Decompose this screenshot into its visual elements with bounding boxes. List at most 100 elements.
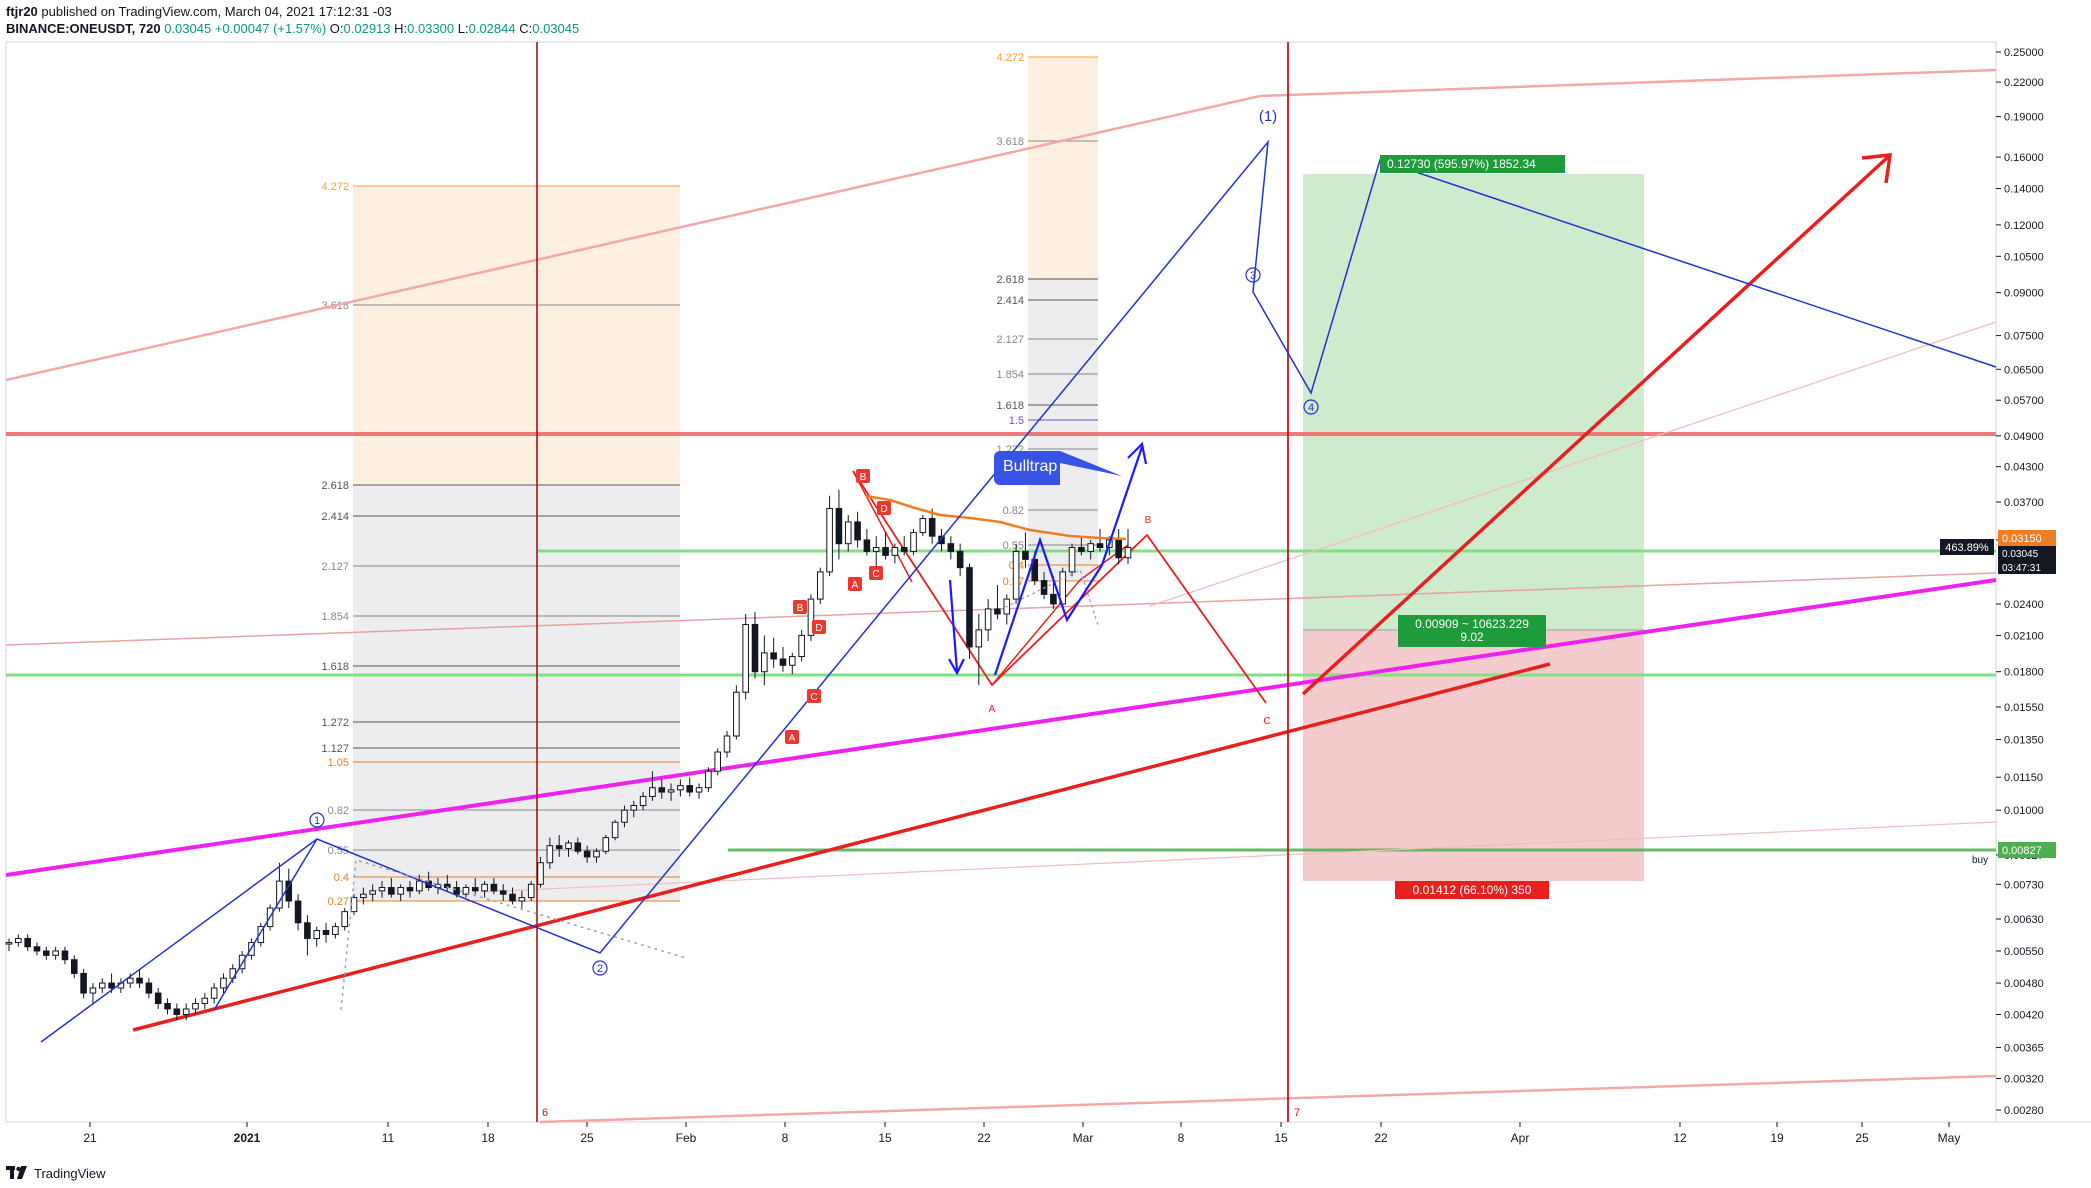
red-abc-path[interactable] <box>852 470 1267 704</box>
red-projection-arrow[interactable] <box>1301 155 1890 696</box>
percent-tag-text: 463.89% <box>1945 542 1989 554</box>
price-chart[interactable]: 4.272 3.618 2.618 2.414 2.127 1.854 1.618 1.272… <box>0 0 2091 1160</box>
bulltrap-callout[interactable]: Bulltrap <box>994 451 1122 485</box>
candle <box>733 691 740 737</box>
candle <box>546 845 554 864</box>
blue-bullish-zigzag[interactable] <box>993 446 1144 676</box>
stop-label-box[interactable]: 0.01412 (66.10%) 350 <box>1395 881 1549 899</box>
fib-level-label: 0.82 <box>1003 505 1024 517</box>
elliott-wave-lower[interactable] <box>213 838 318 1011</box>
chart-header: ftjr20 published on TradingView.com, Mar… <box>6 4 1996 38</box>
candle <box>276 880 283 909</box>
red-harmonic-path[interactable] <box>852 470 913 583</box>
price-tick-label: 0.00365 <box>2004 1043 2044 1055</box>
fib-level-label: 1.618 <box>996 400 1024 412</box>
bulltrap-label: Bulltrap <box>1003 458 1057 475</box>
candle <box>453 887 460 895</box>
fib-level-label: 0.55 <box>1003 540 1024 552</box>
candle <box>527 883 535 899</box>
price-tick-label: 0.02100 <box>2004 630 2044 642</box>
symbol-interval[interactable]: BINANCE:ONEUSDT, 720 <box>6 21 161 36</box>
wave-label: 1 <box>314 815 320 827</box>
candle <box>611 821 619 839</box>
price-tick-label: 0.10500 <box>2004 251 2044 263</box>
red-trendline[interactable] <box>132 662 1551 1032</box>
cycle-label-7: 7 <box>1294 1107 1300 1119</box>
fib-main-zone <box>353 485 680 901</box>
time-axis[interactable]: 21 2021 11 18 25 Feb 8 15 22 Mar 8 15 22 Apr 12 19 25 May <box>83 1122 1960 1145</box>
candle <box>145 982 153 994</box>
publish-line: ftjr20 published on TradingView.com, Mar… <box>6 4 1996 20</box>
price-tick-label: 0.03700 <box>2004 497 2044 509</box>
candle <box>667 789 675 793</box>
fib-level-label: 1.854 <box>996 369 1024 381</box>
candle <box>751 623 759 673</box>
fib-level-label: 4.272 <box>321 181 349 193</box>
time-tick-label: May <box>1938 1131 1961 1145</box>
channel-thin-line[interactable] <box>479 821 1997 893</box>
blue-down-arrowhead <box>948 658 965 676</box>
price-tick-label: 0.07500 <box>2004 331 2044 343</box>
price-change: +0.00047 (+1.57%) <box>214 21 327 36</box>
harmonic-label-box <box>807 689 821 703</box>
candle <box>630 805 638 811</box>
ratio-label: 0.00909 ~ 10623.229 <box>1415 617 1529 631</box>
price-tick-label: 0.19000 <box>2004 112 2044 124</box>
candle <box>304 922 311 939</box>
candle <box>816 571 824 600</box>
channel-inner-line[interactable] <box>1149 321 1997 607</box>
candle <box>499 890 507 895</box>
abc-labels: A B C A B C D A B C D <box>785 469 1271 744</box>
channel-top-line[interactable] <box>5 94 1261 382</box>
candle <box>798 634 805 658</box>
candle <box>649 787 656 797</box>
publisher-name[interactable]: ftjr20 <box>6 4 38 19</box>
time-tick-label: 21 <box>83 1131 97 1145</box>
candle <box>761 652 768 673</box>
time-tick-label: 25 <box>1855 1131 1869 1145</box>
channel-top-line-ext[interactable] <box>1259 68 1997 98</box>
last-price-text: 0.03045 <box>2002 549 2039 560</box>
fib-level-label: 1.854 <box>321 611 349 623</box>
price-tick-label: 0.00280 <box>2004 1105 2044 1117</box>
candle <box>565 842 572 849</box>
price-tick-label: 0.00730 <box>2004 879 2044 891</box>
candle <box>126 977 134 984</box>
fib-extension-right[interactable]: 4.2723.6182.6182.4142.1271.8541.6181.51.… <box>996 52 1098 588</box>
blue-down-arrow[interactable] <box>948 579 959 672</box>
price-tick-label: 0.00320 <box>2004 1074 2044 1086</box>
elliott-wave-path[interactable] <box>40 139 1997 1043</box>
magenta-trendline[interactable] <box>5 578 1997 877</box>
wave-label-circle <box>1245 267 1261 283</box>
wave-label: (1) <box>1259 108 1277 125</box>
fib-extension-left[interactable]: 4.2723.6182.6182.4142.1271.8541.6181.272… <box>321 181 680 908</box>
candle <box>807 598 815 636</box>
tradingview-footer[interactable]: TradingView <box>6 1162 106 1184</box>
time-tick-label: Apr <box>1511 1131 1530 1145</box>
candlestick-series[interactable] <box>5 489 1132 1021</box>
time-tick-label: 15 <box>1274 1131 1288 1145</box>
wedge-upper[interactable] <box>991 544 1129 686</box>
ratio-label-box[interactable]: 0.00909 ~ 10623.229 9.02 <box>1398 615 1546 647</box>
candle <box>826 507 833 573</box>
ohlc-line: BINANCE:ONEUSDT, 720 0.03045 +0.00047 (+… <box>6 21 1996 37</box>
price-tick-label: 0.14000 <box>2004 184 2044 196</box>
channel-bottom-line[interactable] <box>539 1074 1997 1124</box>
fib-level-label: 2.127 <box>321 561 349 573</box>
chart-pane-border <box>5 41 1997 1123</box>
open-label: O: <box>329 21 344 36</box>
price-axis[interactable]: 0.25000 0.22000 0.19000 0.16000 0.14000 0.120… <box>1996 47 2044 1117</box>
candle <box>555 845 563 849</box>
current-price-tag: 0.03150 0.03045 03:47:31 <box>1998 530 2056 574</box>
candle <box>332 926 339 935</box>
candle <box>43 950 50 956</box>
target-label-box[interactable]: 0.12730 (595.97%) 1852.34 <box>1380 155 1565 173</box>
harmonic-label: B <box>797 603 804 614</box>
moving-average-orange <box>865 494 1127 541</box>
candle <box>742 623 749 693</box>
long-target-zone[interactable] <box>1303 174 1644 630</box>
candle <box>854 521 861 541</box>
long-stop-zone[interactable] <box>1303 630 1644 881</box>
high-label: H: <box>394 21 408 36</box>
candle <box>639 795 647 807</box>
